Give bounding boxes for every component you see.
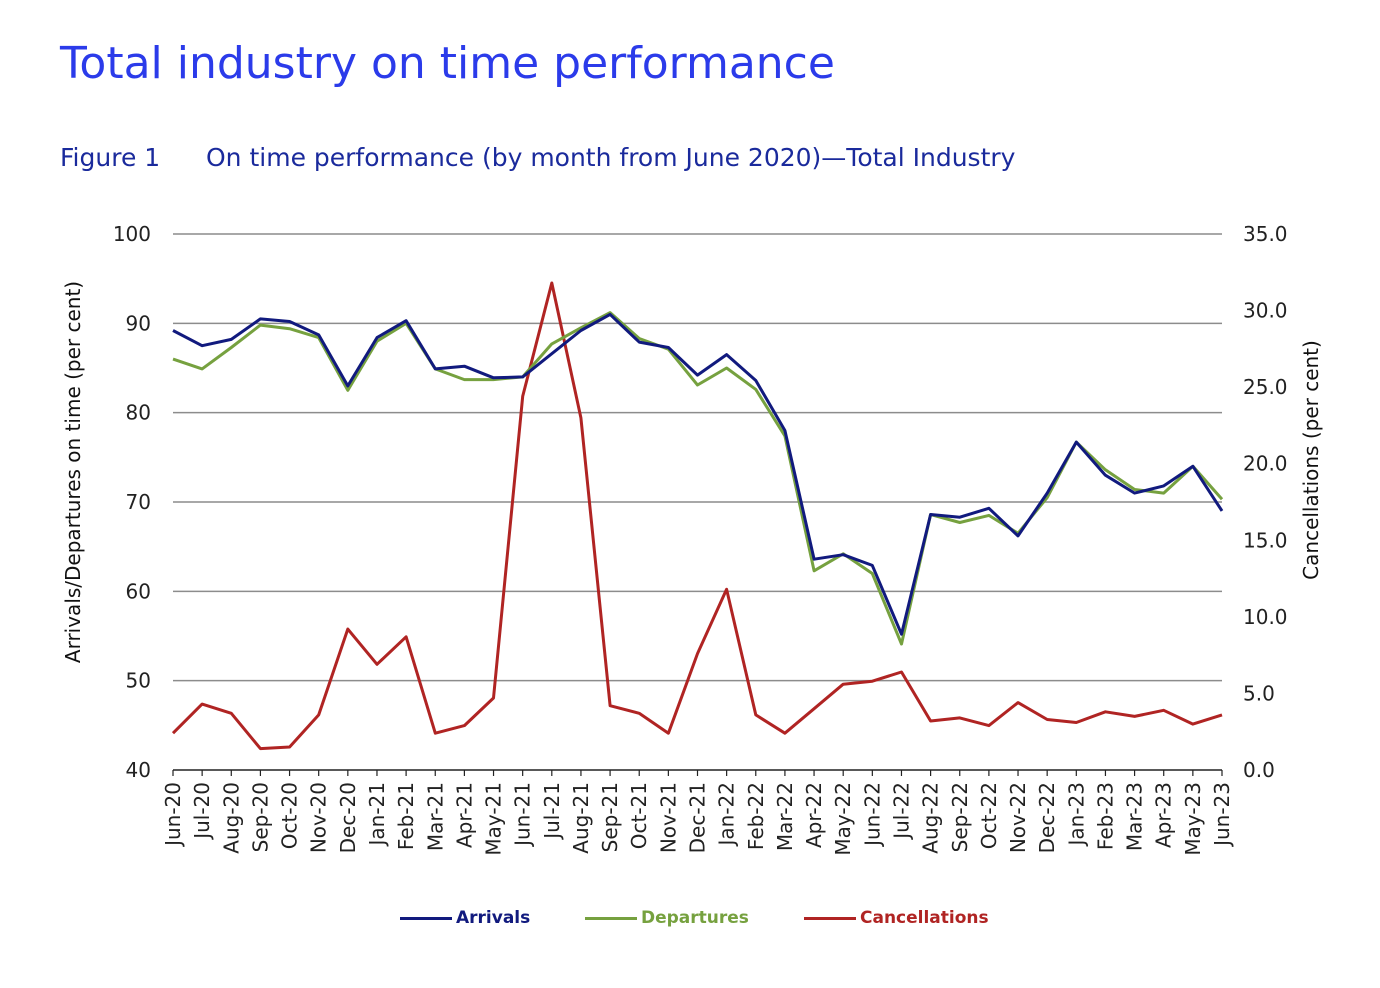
x-tick-label: Nov-21 <box>656 782 680 853</box>
series-line-arrivals <box>172 312 1224 636</box>
x-tick-label: Jun-22 <box>860 782 884 848</box>
x-tick-label: Aug-21 <box>569 782 593 854</box>
x-tick-label: Jan-23 <box>1064 782 1088 848</box>
y-tick-label: 40 <box>126 758 151 782</box>
x-tick-label: Jun-21 <box>511 782 535 848</box>
x-tick-label: May-21 <box>482 782 506 856</box>
x-tick-label: Jul-22 <box>889 782 913 841</box>
legend-cancellations: Cancellations <box>804 908 989 928</box>
legend-arrivals: Arrivals <box>400 908 530 928</box>
y-axis-title: Arrivals/Departures on time (per cent) <box>61 281 85 663</box>
x-tick-label: Dec-22 <box>1035 782 1059 853</box>
y2-tick-label: 35.0 <box>1243 222 1288 246</box>
figure-caption-text: On time performance (by month from June … <box>206 143 1016 172</box>
x-tick-label: Sep-22 <box>948 782 972 852</box>
axes: 40 50 60 70 80 90 100 0.0 5.0 10.0 15.0 20.0 25.0 30.… <box>113 222 1288 856</box>
series-line-departures <box>172 311 1224 646</box>
x-tick-label: Oct-20 <box>278 782 302 849</box>
x-tick-label: Oct-21 <box>627 782 651 849</box>
x-tick-label: Sep-21 <box>598 782 622 852</box>
x-tick-label: Jun-23 <box>1210 782 1234 848</box>
y2-axis-title: Cancellations (per cent) <box>1299 340 1323 580</box>
x-tick-label: Nov-22 <box>1006 782 1030 853</box>
legend-departures-swatch <box>585 916 637 920</box>
figure-label: Figure 1 <box>60 143 161 172</box>
x-tick-label: Mar-21 <box>423 782 447 851</box>
x-tick-label: Aug-20 <box>219 782 243 854</box>
page-title: Total industry on time performance <box>60 38 835 89</box>
y2-tick-label: 0.0 <box>1243 758 1275 782</box>
x-tick-label: Apr-21 <box>452 782 476 848</box>
gridlines <box>173 233 1222 682</box>
legend: Arrivals Departures Cancellations <box>0 908 1380 938</box>
x-tick-label: Oct-22 <box>977 782 1001 849</box>
legend-departures-label: Departures <box>641 908 749 928</box>
legend-cancellations-label: Cancellations <box>860 908 989 928</box>
x-tick-label: Sep-20 <box>248 782 272 852</box>
x-tick-label: May-22 <box>831 782 855 856</box>
y-tick-label: 60 <box>126 579 151 603</box>
x-tick-label: Dec-21 <box>686 782 710 853</box>
y2-tick-label: 30.0 <box>1243 299 1288 323</box>
series-line-cancellations <box>171 281 1223 751</box>
legend-departures: Departures <box>585 908 749 928</box>
x-tick-label: Jul-20 <box>190 782 214 841</box>
x-tick-label: Jul-21 <box>540 782 564 841</box>
x-tick-label: Feb-22 <box>744 782 768 850</box>
y-tick-label: 50 <box>126 669 151 693</box>
x-tick-label: Apr-22 <box>802 782 826 848</box>
y2-tick-label: 10.0 <box>1243 605 1288 629</box>
x-tick-label: Nov-20 <box>307 782 331 853</box>
x-tick-label: Feb-23 <box>1093 782 1117 850</box>
x-tick-label: Jan-22 <box>715 782 739 848</box>
x-tick-label: Apr-23 <box>1152 782 1176 848</box>
x-tick-label: Dec-20 <box>336 782 360 853</box>
series <box>171 281 1224 751</box>
y-tick-label: 90 <box>126 311 151 335</box>
y2-tick-label: 25.0 <box>1243 375 1288 399</box>
x-tick-label: Aug-22 <box>919 782 943 854</box>
y-tick-label: 70 <box>126 490 151 514</box>
legend-cancellations-swatch <box>804 916 856 920</box>
y2-tick-label: 5.0 <box>1243 681 1275 705</box>
x-tick-label: Mar-22 <box>773 782 797 851</box>
y-tick-label: 80 <box>126 401 151 425</box>
x-tick-label: Jun-20 <box>161 782 185 848</box>
x-tick-label: Mar-23 <box>1123 782 1147 851</box>
legend-arrivals-swatch <box>400 916 452 920</box>
x-tick-label: Jan-21 <box>365 782 389 848</box>
figure-caption: Figure 1 On time performance (by month fr… <box>60 143 1015 172</box>
legend-arrivals-label: Arrivals <box>456 908 531 928</box>
x-tick-label: May-23 <box>1181 782 1205 856</box>
y2-tick-label: 20.0 <box>1243 452 1288 476</box>
y-tick-label: 100 <box>113 222 151 246</box>
y2-tick-label: 15.0 <box>1243 528 1288 552</box>
x-tick-label: Feb-21 <box>394 782 418 850</box>
